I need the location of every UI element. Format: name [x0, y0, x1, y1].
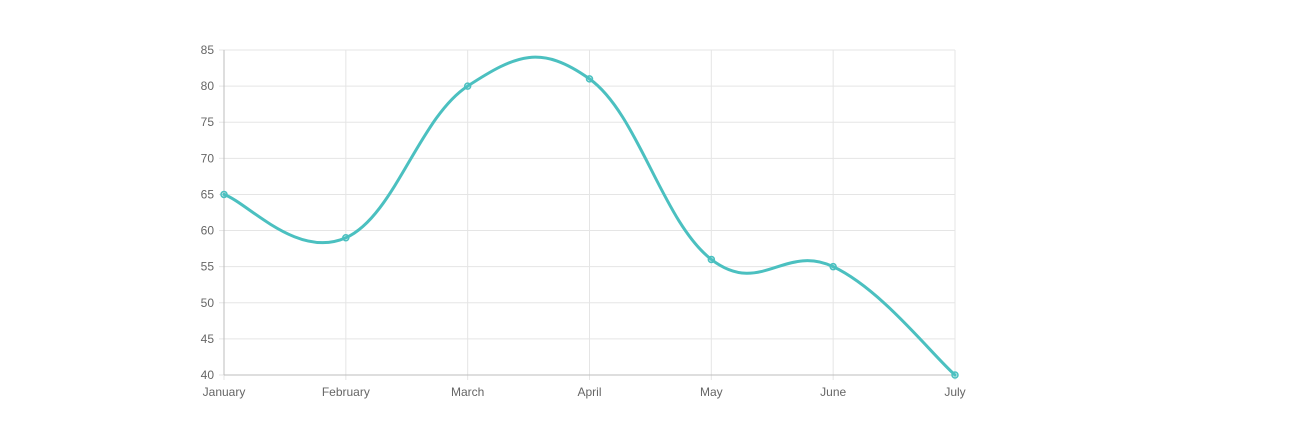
data-point[interactable]: [463, 82, 472, 90]
data-point[interactable]: [707, 255, 716, 264]
y-tick-labels: 40 45 50 55 60 65 70 75 80 85: [201, 43, 215, 382]
axes: [223, 50, 955, 376]
x-tick-label: March: [451, 385, 484, 399]
x-tick-labels: January February March April May June July: [203, 385, 966, 399]
x-tick-label: April: [577, 385, 601, 399]
data-points: [220, 75, 959, 379]
x-tick-label: May: [700, 385, 723, 399]
y-tick-label: 70: [201, 151, 215, 165]
y-tick-label: 65: [201, 187, 215, 201]
data-point[interactable]: [342, 234, 350, 242]
data-point[interactable]: [951, 371, 959, 379]
grid-lines: [219, 49, 956, 380]
data-point[interactable]: [585, 75, 594, 83]
y-tick-label: 50: [201, 296, 215, 310]
x-tick-label: January: [203, 385, 246, 399]
data-point[interactable]: [220, 190, 228, 199]
series-line-group: [222, 55, 957, 377]
x-tick-label: June: [820, 385, 846, 399]
data-point[interactable]: [829, 262, 837, 271]
x-tick-label: July: [944, 385, 965, 399]
y-tick-label: 80: [201, 79, 215, 93]
y-tick-label: 40: [201, 368, 215, 382]
y-tick-label: 45: [201, 332, 215, 346]
y-tick-label: 55: [201, 260, 215, 274]
y-tick-label: 85: [201, 43, 215, 57]
y-tick-label: 60: [201, 224, 215, 238]
y-tick-label: 75: [201, 115, 215, 129]
series-line: [222, 55, 957, 377]
x-tick-label: February: [322, 385, 370, 399]
